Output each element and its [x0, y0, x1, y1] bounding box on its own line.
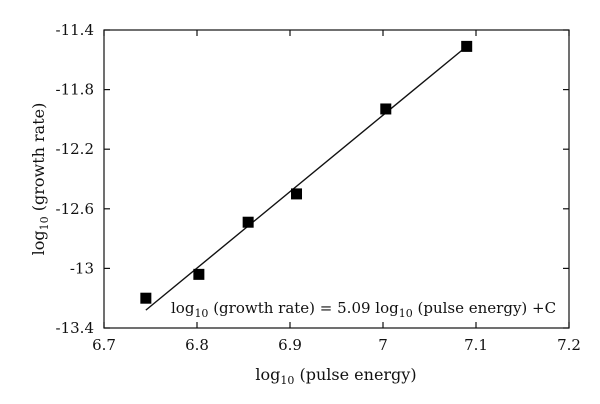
plot-frame	[103, 29, 570, 329]
x-tick-label: 7	[378, 336, 388, 354]
fit-equation-annotation: log10 (growth rate) = 5.09 log10 (pulse …	[171, 299, 556, 320]
y-tick-label: -11.8	[56, 81, 94, 99]
y-label-text: (growth rate)	[29, 103, 48, 217]
data-point	[291, 188, 303, 200]
annotation-subscript-2: 10	[399, 307, 413, 320]
y-tick-label: -12.2	[56, 140, 94, 158]
x-tick-label: 6.8	[185, 336, 209, 354]
data-point	[461, 40, 473, 52]
x-tick-label: 7.1	[464, 336, 488, 354]
fit-line	[145, 45, 468, 311]
x-label-subscript: 10	[280, 374, 294, 387]
x-label-text: (pulse energy)	[294, 365, 416, 384]
annotation-subscript-1: 10	[194, 307, 208, 320]
data-point	[242, 216, 254, 228]
x-label-log: log	[255, 365, 280, 384]
data-point	[380, 103, 392, 115]
y-tick-label: -13	[70, 259, 94, 277]
annotation-end: (pulse energy) +C	[413, 299, 556, 317]
y-label-subscript: 10	[38, 216, 51, 230]
y-tick-label: -11.4	[56, 21, 94, 39]
y-tick-label: -13.4	[56, 319, 94, 337]
data-point	[193, 268, 205, 280]
x-tick-label: 7.2	[557, 336, 581, 354]
y-axis-label: log10 (growth rate)	[29, 103, 51, 256]
data-points	[140, 40, 473, 304]
annotation-middle: (growth rate) = 5.09 log	[208, 299, 399, 317]
axis-ticks	[103, 29, 570, 329]
x-tick-label: 6.7	[92, 336, 116, 354]
data-point	[140, 292, 152, 304]
tick-labels: 6.7 6.8 6.9 7 7.1 7.2 -11.4 -11.8 -12.2 -12.6 -13 -…	[56, 21, 581, 354]
y-tick-label: -12.6	[56, 200, 94, 218]
x-tick-label: 6.9	[278, 336, 302, 354]
x-axis-label: log10 (pulse energy)	[255, 365, 416, 387]
annotation-log-1: log	[171, 299, 195, 317]
y-label-log: log	[29, 230, 48, 255]
